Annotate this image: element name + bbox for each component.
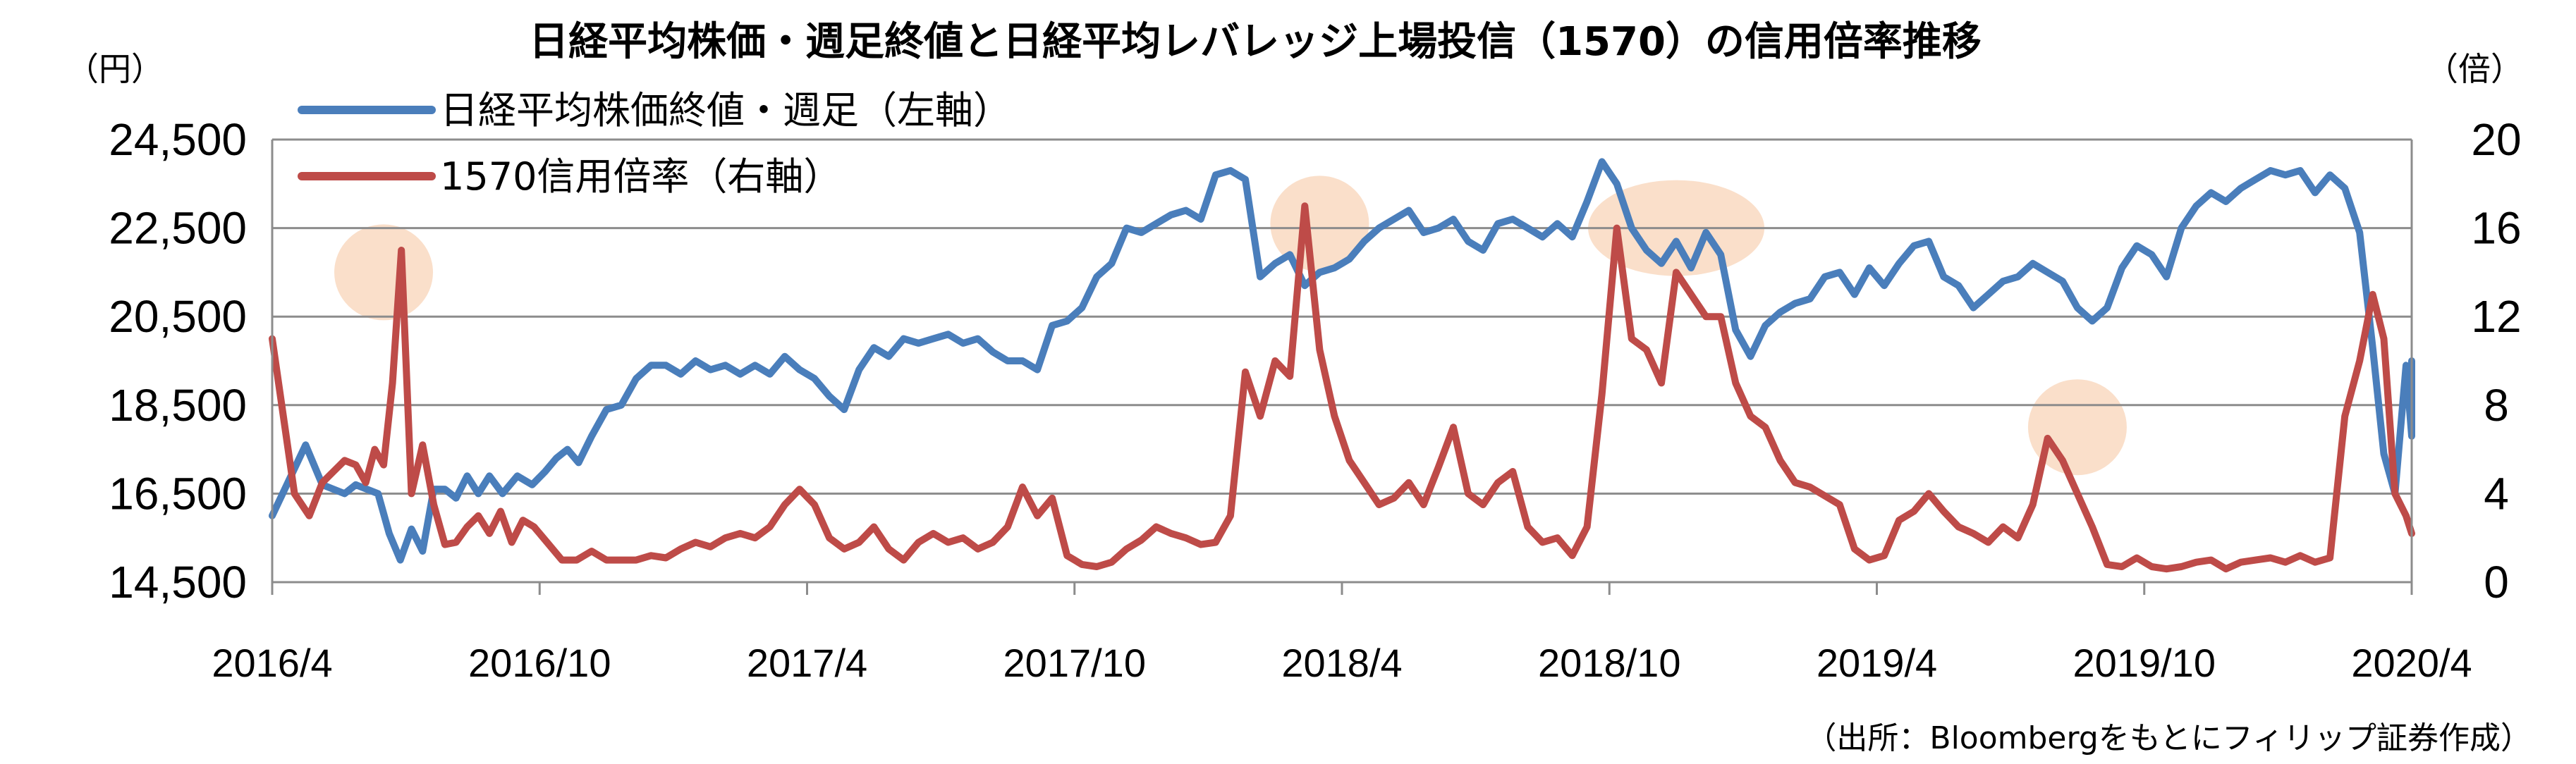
y-right-tick-label: 16 [2471,203,2521,254]
y-left-tick-label: 24,500 [109,114,247,165]
y-right-tick-label: 20 [2471,114,2521,165]
x-tick-label: 2020/4 [2351,641,2472,685]
y-axis-left-tick-labels: 14,500 16,500 18,500 20,500 22,500 24,500 [109,114,247,608]
x-tick-label: 2016/10 [468,641,611,685]
y-left-tick-label: 16,500 [109,468,247,519]
x-tick-label: 2018/10 [1538,641,1680,685]
margin-ratio-series [269,202,2415,573]
y-axis-right-tick-labels: 0 4 8 12 16 20 [2471,114,2521,608]
source-note: （出所：Bloombergをもとにフィリップ証券作成） [1805,720,2532,756]
y-left-tick-label: 18,500 [109,380,247,431]
left-axis-unit: （円） [66,50,164,88]
highlight-circle [334,224,434,321]
x-tick-label: 2019/4 [1817,641,1937,685]
y-right-tick-label: 4 [2484,468,2509,519]
highlight-circles [334,175,2127,476]
grid-lines [272,138,2412,495]
right-axis-unit: （倍） [2426,50,2523,88]
highlight-circle [1270,175,1369,272]
x-axis-tick-labels: 2016/4 2016/10 2017/4 2017/10 2018/4 2018/10 2… [212,582,2472,685]
x-tick-label: 2017/4 [747,641,867,685]
nikkei-close-series [269,158,2415,564]
y-left-tick-label: 20,500 [109,291,247,342]
x-tick-label: 2016/4 [212,641,332,685]
legend: 日経平均株価終値・週足（左軸） 1570信用倍率（右軸） [298,88,1011,199]
y-left-tick-label: 22,500 [109,203,247,254]
x-tick-label: 2018/4 [1281,641,1402,685]
legend-label-nikkei: 日経平均株価終値・週足（左軸） [440,88,1011,133]
y-right-tick-label: 12 [2471,291,2521,342]
y-right-tick-label: 0 [2484,557,2509,608]
y-left-tick-label: 14,500 [109,557,247,608]
series-lines [269,158,2415,573]
chart-title: 日経平均株価・週足終値と日経平均レバレッジ上場投信（1570）の信用倍率推移 [529,19,1982,65]
y-right-tick-label: 8 [2484,380,2509,431]
x-tick-label: 2017/10 [1003,641,1146,685]
legend-label-margin-ratio: 1570信用倍率（右軸） [440,154,841,199]
x-tick-label: 2019/10 [2073,641,2216,685]
